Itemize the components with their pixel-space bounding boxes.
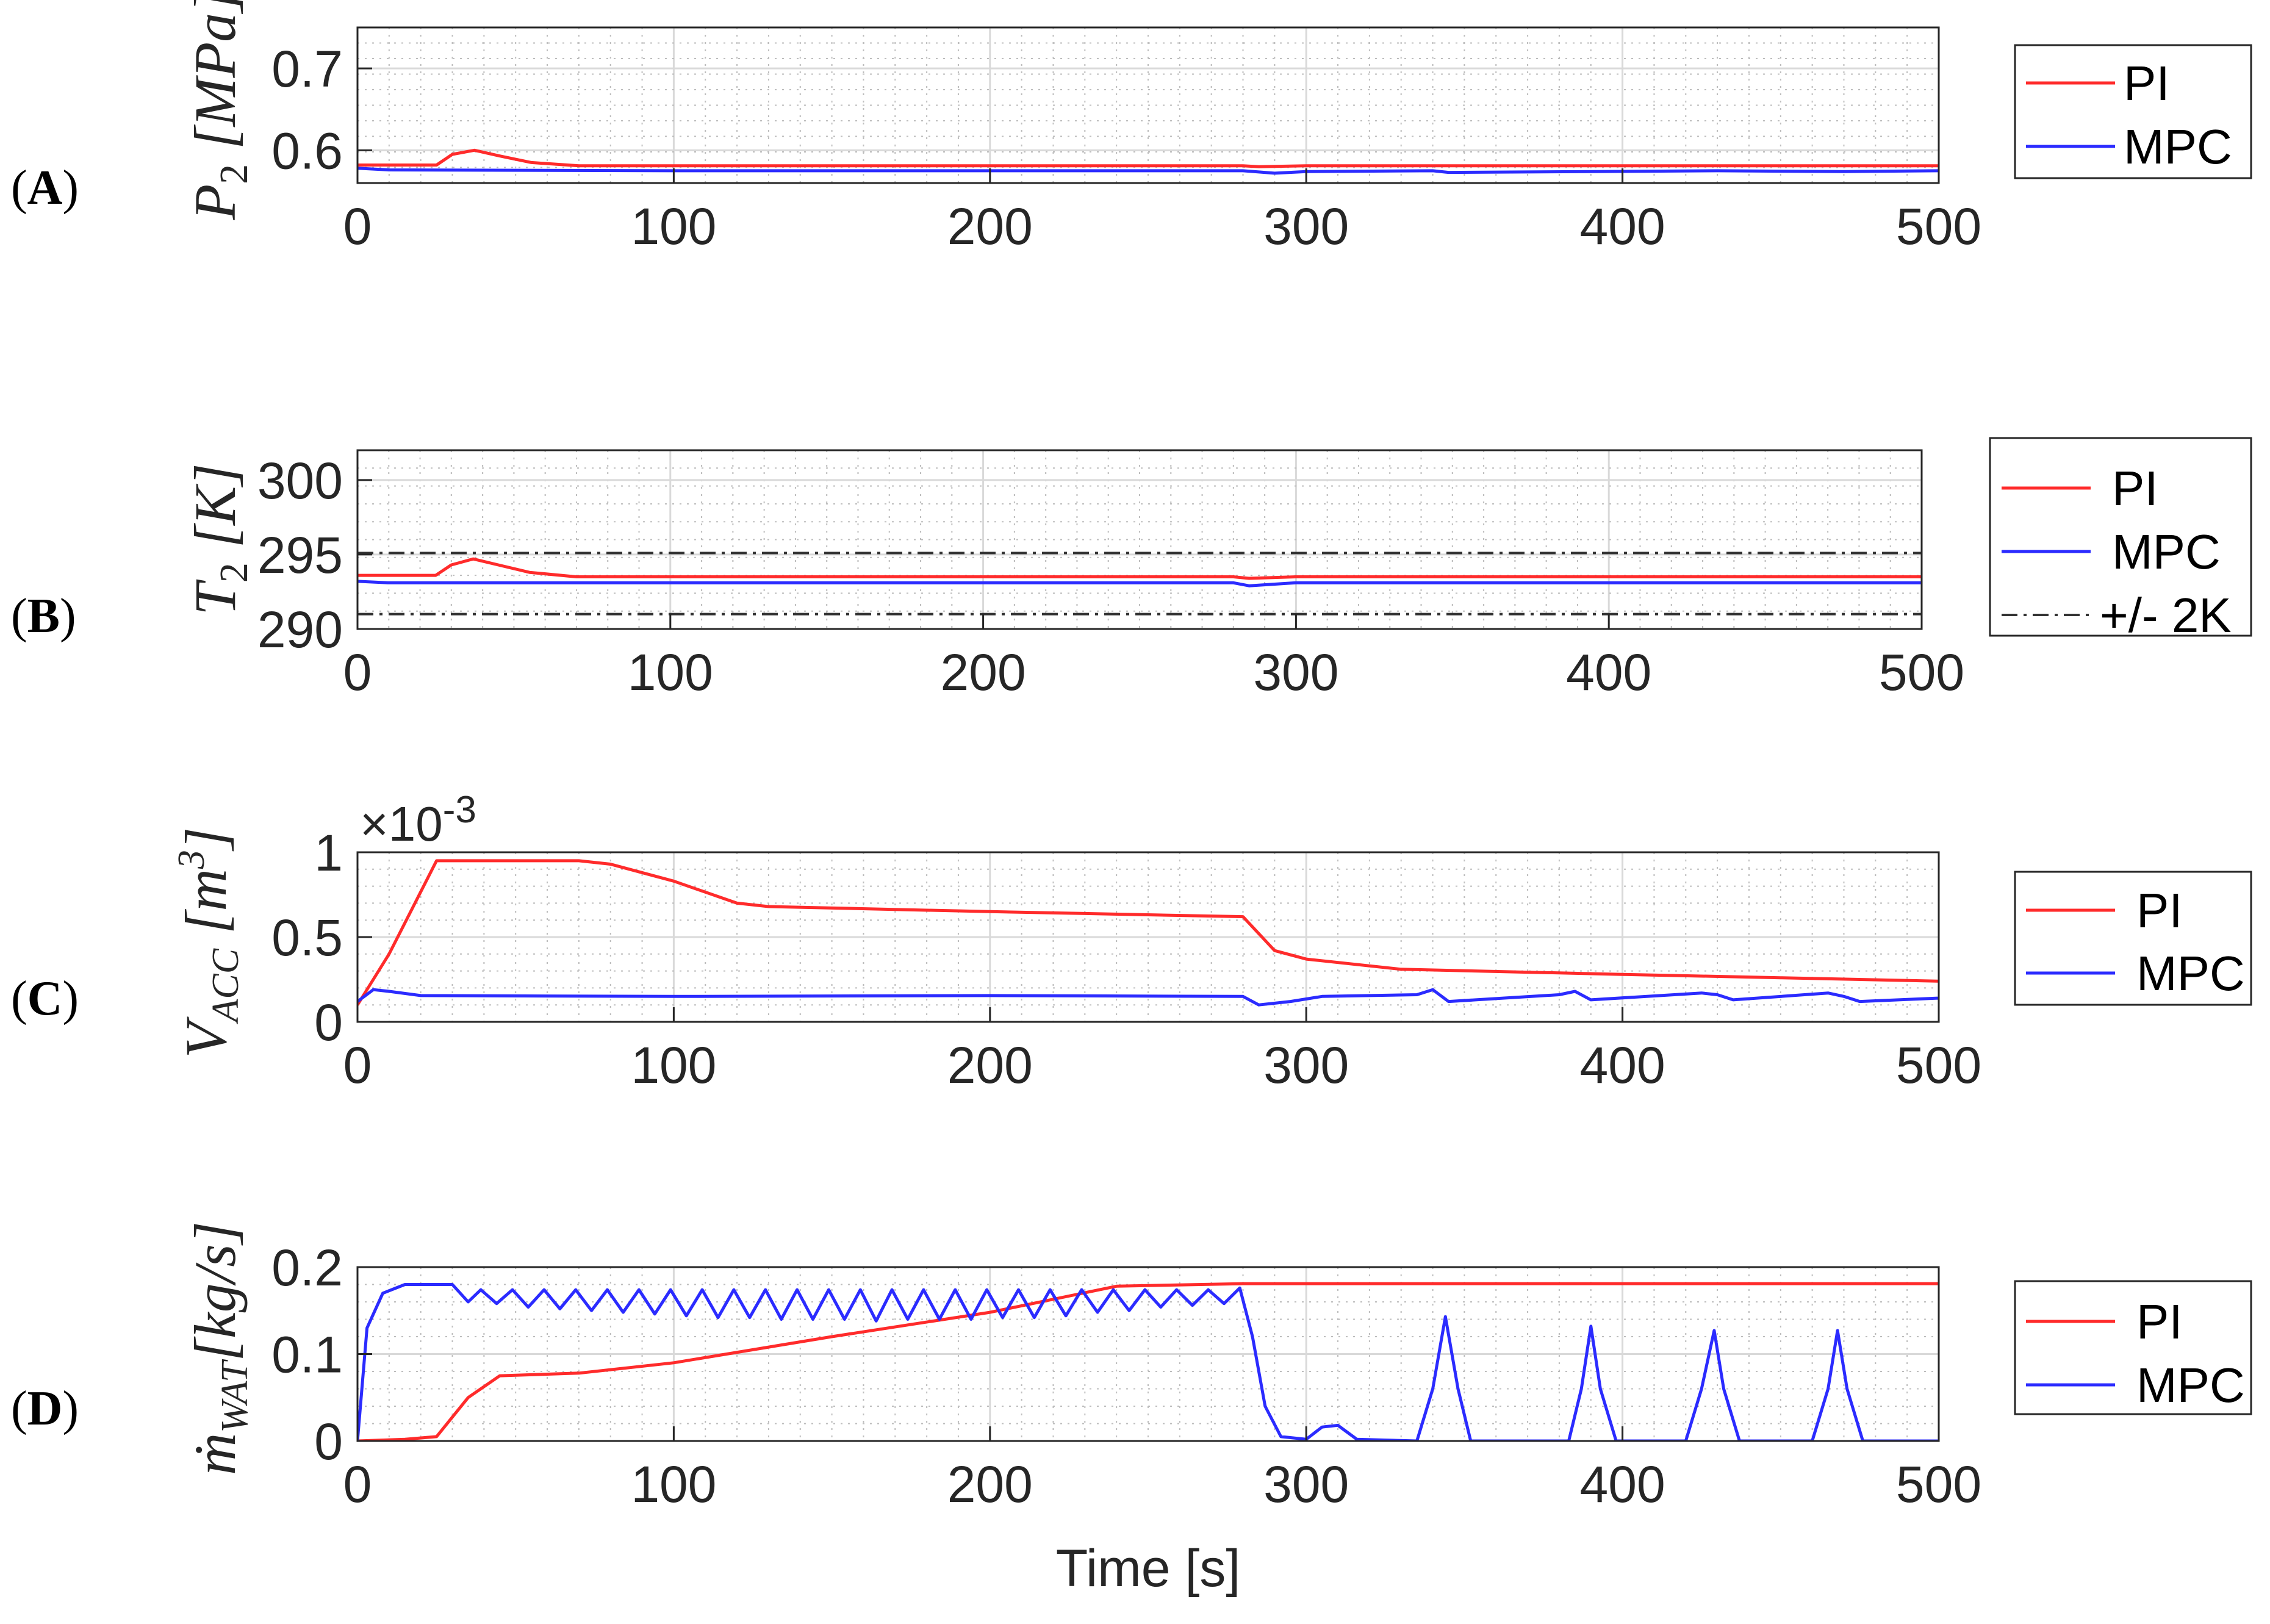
svg-text:ṁWAT[kg/s]: ṁWAT[kg/s] — [182, 1221, 256, 1475]
panel-b-series-mpc — [357, 580, 1922, 587]
panel-b-ytick-label: 290 — [257, 601, 343, 658]
panel-c-series-pi — [357, 859, 1939, 1006]
panel-b-bands — [357, 552, 1922, 616]
panel-d-xtick-label: 0 — [343, 1456, 372, 1513]
panel-d-series-pi — [357, 1282, 1939, 1441]
panel-c-xtick-label: 200 — [947, 1037, 1033, 1094]
panel-a-legend-box — [2014, 44, 2252, 179]
panel-a-xtick-label: 300 — [1263, 198, 1349, 255]
panel-b-legend-pi-label: PI — [2112, 461, 2158, 516]
panel-c-exponent: ×10-3 — [360, 789, 476, 851]
panel-a-xtick-label: 500 — [1896, 198, 1981, 255]
panel-c-ylabel: VACC [m3] — [171, 827, 246, 1058]
panel-c-xtick-label: 400 — [1580, 1037, 1665, 1094]
panel-b-grid — [357, 450, 1922, 629]
panel-d-legend: PI MPC — [2014, 1280, 2252, 1415]
panel-b-legend-mpc-label: MPC — [2112, 525, 2221, 579]
panel-c-xticks: 0 100 200 300 400 500 — [343, 1007, 1981, 1094]
panel-c-xtick-label: 500 — [1896, 1037, 1981, 1094]
panel-tag-a: (A) — [11, 161, 79, 215]
panel-b-ytick-label: 295 — [257, 526, 343, 584]
panel-c-series-mpc — [357, 988, 1939, 1007]
panel-d-xtick-label: 200 — [947, 1456, 1033, 1513]
panel-a-ytick-label: 0.6 — [271, 122, 343, 179]
panel-d-yticks: 0 0.1 0.2 — [271, 1239, 372, 1470]
panel-a-grid — [357, 27, 1939, 183]
panel-a-xtick-label: 100 — [631, 198, 716, 255]
panel-d-legend-box — [2014, 1280, 2252, 1415]
panel-c-ytick-label: 1 — [314, 824, 343, 882]
panel-a-yticks: 0.60.7 — [271, 40, 372, 179]
svg-text:VACC [m3]: VACC [m3] — [171, 827, 246, 1058]
panel-d-grid — [357, 1267, 1939, 1441]
panel-a-xtick-label: 0 — [343, 198, 372, 255]
panel-c-legend: PI MPC — [2014, 871, 2252, 1006]
panel-c: (C) VACC [m3] ×10-3 00.51 0 100 200 300 400 5… — [11, 789, 2252, 1094]
panel-b-xtick-label: 300 — [1253, 644, 1338, 701]
panel-b: (B) T2 [K] 290 295 300 0 100 200 300 400 500 PI… — [11, 437, 2252, 701]
panel-b-xtick-label: 400 — [1566, 644, 1651, 701]
panel-b-yticks: 290 295 300 — [257, 452, 372, 658]
panel-c-legend-box — [2014, 871, 2252, 1006]
panel-d-ytick-label: 0.2 — [271, 1239, 343, 1296]
panel-b-legend-box — [1989, 437, 2252, 637]
panel-b-ylabel: T2 [K] — [182, 463, 256, 615]
panel-a-ylabel: P2 [MPa] — [182, 0, 256, 220]
panel-tag-d: (D) — [11, 1382, 79, 1435]
panel-c-grid — [357, 852, 1939, 1022]
panel-d-xtick-label: 300 — [1263, 1456, 1349, 1513]
svg-text:T2 [K]: T2 [K] — [182, 463, 256, 615]
panel-a-legend: PI MPC — [2014, 44, 2252, 179]
panel-a-legend-pi-label: PI — [2124, 56, 2170, 110]
panel-b-lines — [357, 557, 1922, 587]
panel-a-ytick-label: 0.7 — [271, 40, 343, 98]
panel-d: (D) ṁWAT[kg/s] 00.10.2 0 100 200 300 400 500 … — [11, 1221, 2252, 1598]
x-axis-label: Time [s] — [1056, 1539, 1241, 1598]
panel-c-legend-mpc-label: MPC — [2136, 946, 2245, 1001]
panel-d-xtick-label: 100 — [631, 1456, 716, 1513]
panel-d-lines — [357, 1282, 1939, 1441]
svg-text:P2 [MPa]: P2 [MPa] — [182, 0, 256, 220]
panel-c-legend-pi-label: PI — [2136, 883, 2183, 938]
panel-d-ytick-label: 0.1 — [271, 1326, 343, 1384]
panel-d-legend-mpc-label: MPC — [2136, 1358, 2245, 1412]
panel-a-xticks: 0 100 200 300 400 500 — [343, 168, 1981, 255]
panel-a-legend-mpc-label: MPC — [2124, 120, 2232, 174]
panel-c-ytick-label: 0.5 — [271, 909, 343, 966]
panel-d-xticks: 0 100 200 300 400 500 — [343, 1426, 1981, 1513]
panel-tag-b: (B) — [11, 589, 76, 643]
panel-a: (A) P2 [MPa] 0.60.7 0 100 200 300 400 500 PI … — [11, 0, 2252, 255]
panel-d-xtick-label: 500 — [1896, 1456, 1981, 1513]
panel-d-ytick-label: 0 — [314, 1413, 343, 1470]
panel-a-xtick-label: 400 — [1580, 198, 1665, 255]
panel-tag-c: (C) — [11, 972, 79, 1026]
panel-d-xtick-label: 400 — [1580, 1456, 1665, 1513]
panel-b-legend-band-label: +/- 2K — [2100, 588, 2232, 642]
panel-c-xtick-label: 300 — [1263, 1037, 1349, 1094]
panel-c-ytick-label: 0 — [314, 994, 343, 1051]
panel-b-xtick-label: 200 — [941, 644, 1026, 701]
panel-b-legend: PI MPC +/- 2K — [1989, 437, 2252, 642]
panel-b-ytick-label: 300 — [257, 452, 343, 509]
panel-b-xticks: 0 100 200 300 400 500 — [343, 614, 1964, 701]
panel-a-series-pi — [357, 148, 1939, 168]
panel-c-xtick-label: 100 — [631, 1037, 716, 1094]
panel-c-yticks: 00.51 — [271, 824, 372, 1051]
panel-d-series-mpc — [357, 1283, 1939, 1441]
panel-b-xtick-label: 100 — [628, 644, 713, 701]
panel-a-xtick-label: 200 — [947, 198, 1033, 255]
panel-a-lines — [357, 148, 1939, 175]
panel-b-axes-box — [356, 449, 1923, 630]
panel-c-xtick-label: 0 — [343, 1037, 372, 1094]
panel-b-series-pi — [357, 557, 1922, 580]
panel-d-legend-pi-label: PI — [2136, 1295, 2183, 1349]
panel-b-xtick-label: 500 — [1879, 644, 1964, 701]
panel-a-series-mpc — [357, 167, 1939, 175]
panel-c-lines — [357, 859, 1939, 1007]
panel-b-xtick-label: 0 — [343, 644, 372, 701]
panel-d-ylabel: ṁWAT[kg/s] — [182, 1221, 256, 1475]
panel-a-axes-box — [356, 26, 1940, 184]
